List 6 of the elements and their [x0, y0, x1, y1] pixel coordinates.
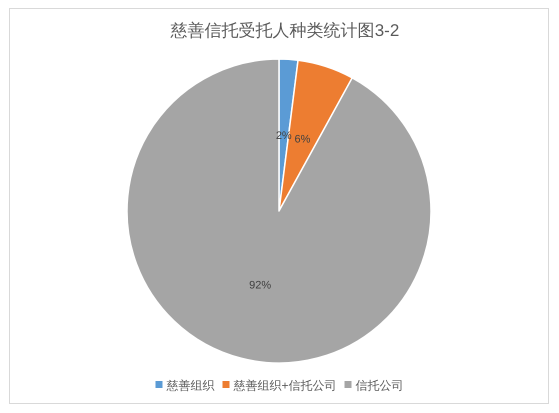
data-label: 92%: [249, 280, 272, 292]
legend-label: 慈善组织+信托公司: [232, 378, 337, 392]
data-label: 6%: [294, 134, 311, 146]
legend-label: 信托公司: [356, 378, 404, 392]
chart-title: 慈善信托受托人种类统计图3-2: [170, 21, 400, 40]
legend-label: 慈善组织: [165, 378, 214, 392]
